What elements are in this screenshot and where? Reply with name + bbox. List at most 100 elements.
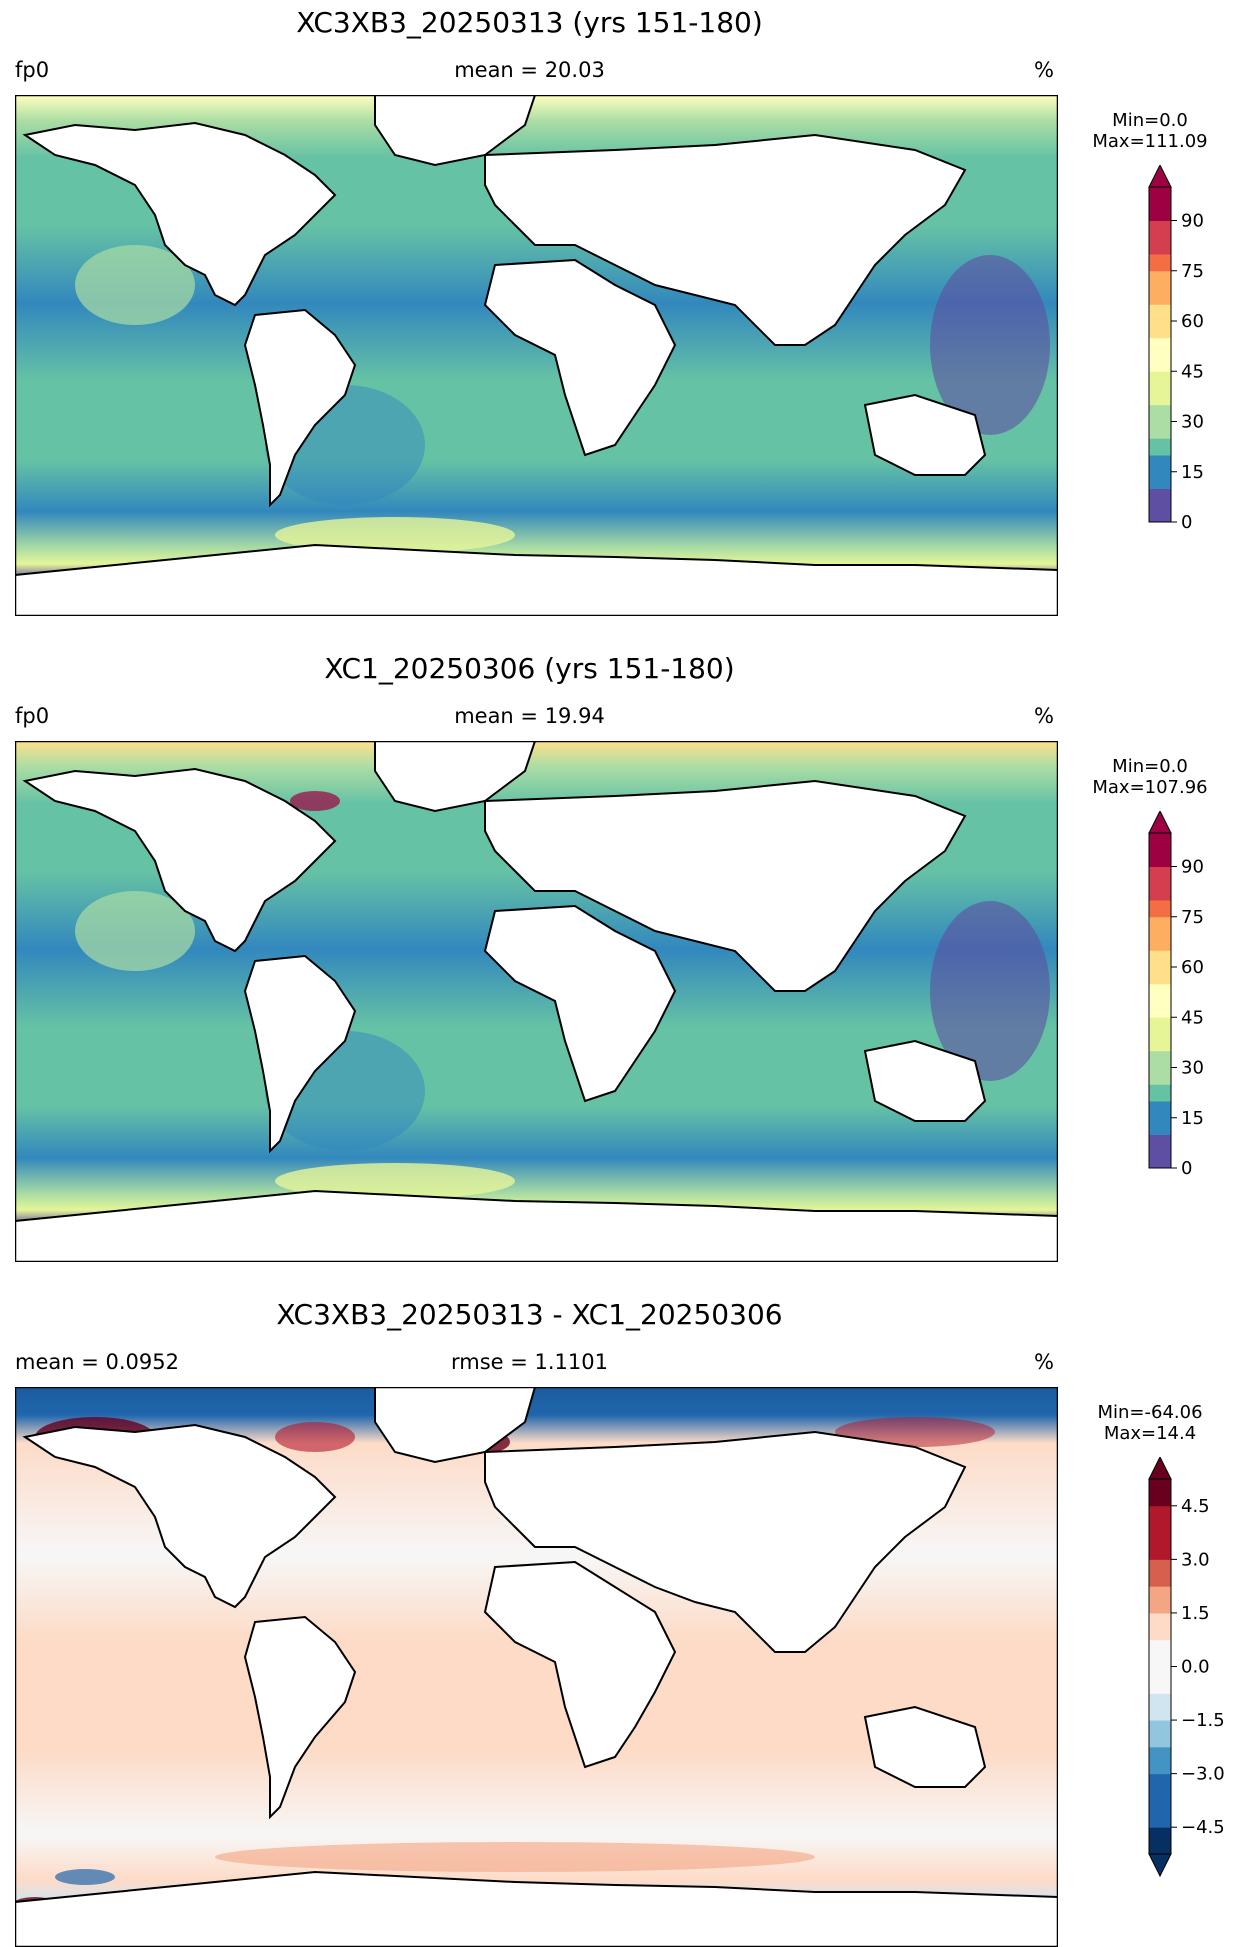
greenland-shape [374, 1387, 537, 1464]
colorbar-bin [1149, 950, 1171, 968]
max-label: Max=107.96 [1092, 777, 1208, 798]
colorbar-tick-label: 4.5 [1181, 1496, 1210, 1517]
continents [15, 95, 1058, 616]
ocean-feature [930, 901, 1050, 1081]
colorbar-bin [1149, 1000, 1171, 1018]
colorbar-bin [1149, 1746, 1171, 1775]
colorbar-bin [1149, 1101, 1171, 1119]
rmse-label: rmse = 1.1101 [450, 1350, 608, 1374]
south-america-shape [243, 1615, 357, 1820]
south-america-shape [243, 308, 357, 508]
colorbar-tick-label: 1.5 [1181, 1603, 1210, 1624]
colorbar-svg: 0 15 30 45 60 75 90 [1148, 809, 1204, 1179]
australia-shape [863, 393, 987, 476]
colorbar-bin [1149, 1505, 1171, 1534]
colorbar-bin [1149, 404, 1171, 422]
colorbar-extend-min [1148, 1853, 1172, 1878]
colorbar-bin [1149, 321, 1171, 339]
africa-shape [483, 904, 677, 1103]
colorbar-bin [1149, 933, 1171, 951]
ocean-feature [55, 1869, 115, 1885]
colorbar-bin [1149, 1479, 1171, 1507]
max-label: Max=111.09 [1092, 131, 1208, 152]
colorbar-tick-label: −1.5 [1181, 1710, 1225, 1731]
colorbar-svg: 0 15 30 45 60 75 90 [1148, 163, 1204, 533]
ocean-feature [275, 1422, 355, 1452]
colorbar-bin [1149, 1017, 1171, 1035]
world-map [15, 95, 1058, 616]
colorbar-bin [1149, 505, 1171, 523]
ocean-feature [215, 1842, 815, 1872]
colorbar-tick-label: 75 [1181, 907, 1204, 928]
colorbar-tick-label: 15 [1181, 1108, 1204, 1129]
colorbar-bin [1149, 1532, 1171, 1560]
ocean-feature [275, 517, 515, 553]
colorbar-bin [1149, 304, 1171, 322]
min-label: Min=0.0 [1112, 110, 1188, 131]
colorbar-bin [1149, 1666, 1171, 1694]
map-frame [15, 95, 1058, 616]
colorbar-bin [1149, 900, 1171, 918]
north-america-shape [22, 767, 337, 953]
colorbar-bin [1149, 1151, 1171, 1169]
colorbar-bin [1149, 1720, 1171, 1748]
colorbar-bin [1149, 388, 1171, 406]
map-svg [15, 741, 1058, 1262]
panel-title: XC1_20250306 (yrs 151-180) [324, 652, 735, 685]
mean-label: mean = 19.94 [454, 704, 605, 728]
colorbar-bin [1149, 849, 1171, 867]
colorbar-tick-label: 30 [1181, 412, 1204, 433]
colorbar-bin [1149, 1050, 1171, 1068]
world-map [15, 741, 1058, 1262]
colorbar-bin [1149, 883, 1171, 901]
colorbar-tick-label: 45 [1181, 1007, 1204, 1028]
colorbar-bin [1149, 371, 1171, 389]
colorbar-bin [1149, 1693, 1171, 1721]
map-frame [15, 741, 1058, 1262]
colorbar-bin [1149, 1586, 1171, 1614]
colorbar-tick-label: 0.0 [1181, 1657, 1210, 1678]
colorbar-extend-max [1148, 809, 1172, 834]
continents [15, 1387, 1058, 1947]
colorbar-tick-label: −3.0 [1181, 1764, 1225, 1785]
panel-title: XC3XB3_20250313 (yrs 151-180) [296, 6, 763, 39]
colorbar-bin [1149, 354, 1171, 372]
colorbar-bin [1149, 967, 1171, 985]
africa-shape [483, 1560, 677, 1769]
colorbar-svg: −4.5 −3.0 −1.5 0.0 1.5 3.0 4.5 [1148, 1455, 1225, 1878]
panel-bottom: XC3XB3_20250313 - XC1_20250306 mean = 0.… [0, 1292, 1257, 1947]
units-label: % [1034, 704, 1054, 728]
min-label: Min=0.0 [1112, 756, 1188, 777]
colorbar-tick-label: 15 [1181, 462, 1204, 483]
colorbar-tick-label: 60 [1181, 957, 1204, 978]
colorbar-tick-label: 90 [1181, 857, 1204, 878]
colorbar-frame [1148, 832, 1172, 1169]
panel-title: XC3XB3_20250313 - XC1_20250306 [276, 1298, 783, 1331]
colorbar-bin [1149, 270, 1171, 288]
colorbar: 0 15 30 45 60 75 90 [1104, 809, 1244, 1281]
colorbar-bin [1149, 488, 1171, 506]
australia-shape [863, 1705, 987, 1788]
colorbar-bin [1149, 1084, 1171, 1102]
eurasia-shape [484, 779, 967, 992]
ocean-feature [290, 791, 340, 811]
colorbar-bin [1149, 220, 1171, 238]
antarctica-shape [15, 1189, 1058, 1262]
colorbar-bin [1149, 1134, 1171, 1152]
colorbar-bin [1149, 203, 1171, 221]
mean-label: mean = 0.0952 [15, 1350, 179, 1374]
ocean-feature [930, 255, 1050, 435]
greenland-shape [374, 95, 537, 167]
colorbar-extend-max [1148, 1455, 1172, 1480]
colorbar-bin [1149, 1559, 1171, 1587]
ocean-feature [75, 245, 195, 325]
mean-label: mean = 20.03 [454, 58, 605, 82]
colorbar-tick-label: 0 [1181, 1158, 1192, 1179]
colorbar-tick-label: 45 [1181, 361, 1204, 382]
colorbar-bin [1149, 187, 1171, 205]
colorbar-bin [1149, 1800, 1171, 1828]
colorbar-bin [1149, 1067, 1171, 1085]
ocean-feature [75, 891, 195, 971]
colorbar: −4.5 −3.0 −1.5 0.0 1.5 3.0 4.5 [1104, 1455, 1244, 1927]
map-svg [15, 95, 1058, 616]
